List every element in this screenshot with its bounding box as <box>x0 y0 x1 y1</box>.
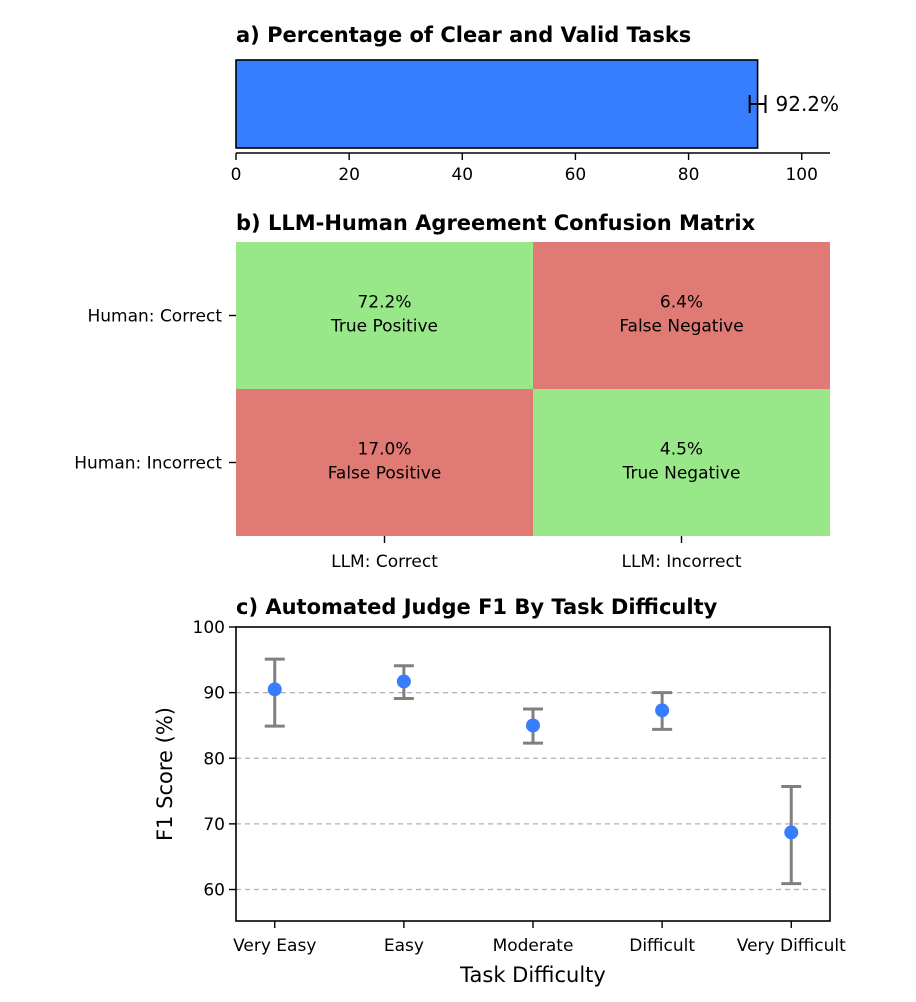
panel-a: a) Percentage of Clear and Valid Tasks 9… <box>231 23 839 185</box>
row-label: Human: Incorrect <box>74 454 222 474</box>
y-tick-label: 70 <box>203 815 225 835</box>
cell-value: 4.5% <box>660 440 703 460</box>
y-tick-label: 60 <box>203 881 225 901</box>
matrix-cell <box>533 389 830 536</box>
y-axis-title: F1 Score (%) <box>153 707 177 841</box>
confusion-matrix-labels: Human: Correct Human: Incorrect LLM: Corre… <box>74 307 742 573</box>
data-point <box>784 825 799 840</box>
x-tick-label: 60 <box>565 165 587 185</box>
x-axis-ticks: Very Easy Easy Moderate Difficult Very Diffi… <box>233 921 846 956</box>
x-tick-label: Very Difficult <box>737 936 846 956</box>
cell-label: True Negative <box>622 464 741 484</box>
cell-value: 17.0% <box>357 440 411 460</box>
panel-a-title: a) Percentage of Clear and Valid Tasks <box>236 23 691 47</box>
col-label: LLM: Incorrect <box>621 552 741 572</box>
x-tick-label: Moderate <box>493 936 574 956</box>
x-tick-label: 40 <box>451 165 473 185</box>
matrix-cell <box>236 242 533 389</box>
x-axis-ticks: 0 20 40 60 80 100 <box>231 153 818 185</box>
x-tick-label: 20 <box>338 165 360 185</box>
panel-c: c) Automated Judge F1 By Task Difficulty… <box>153 595 846 987</box>
y-axis-ticks: 60 70 80 90 100 <box>193 618 236 901</box>
row-label: Human: Correct <box>88 307 223 327</box>
data-point <box>396 674 411 689</box>
y-tick-label: 90 <box>203 684 225 704</box>
bar-value-label: 92.2% <box>776 92 840 116</box>
panel-c-title: c) Automated Judge F1 By Task Difficulty <box>236 595 718 619</box>
data-point <box>655 703 670 718</box>
panel-b: b) LLM-Human Agreement Confusion Matrix … <box>74 211 830 572</box>
x-tick-label: Difficult <box>629 936 695 956</box>
y-tick-label: 80 <box>203 749 225 769</box>
x-tick-label: 80 <box>678 165 700 185</box>
col-label: LLM: Correct <box>331 552 438 572</box>
cell-value: 6.4% <box>660 293 703 313</box>
x-tick-label: Easy <box>384 936 424 956</box>
bar <box>235 59 759 149</box>
x-tick-label: 100 <box>785 165 817 185</box>
data-marks <box>264 657 802 886</box>
data-point <box>526 718 540 733</box>
x-tick-label: 0 <box>231 165 242 185</box>
x-tick-label: Very Easy <box>233 936 316 956</box>
cell-label: False Negative <box>619 317 743 337</box>
bar-error-bar <box>748 95 767 113</box>
matrix-cell <box>236 389 533 536</box>
data-point <box>267 682 282 697</box>
plot-frame <box>235 626 831 922</box>
panel-b-title: b) LLM-Human Agreement Confusion Matrix <box>236 211 756 235</box>
x-axis-title: Task Difficulty <box>459 963 606 987</box>
cell-label: False Positive <box>328 464 442 484</box>
cell-label: True Positive <box>330 317 438 337</box>
confusion-matrix: 72.2% True Positive 6.4% False Negative 17.0… <box>236 242 830 536</box>
y-tick-label: 100 <box>193 618 225 638</box>
grid <box>236 692 830 891</box>
cell-value: 72.2% <box>357 293 411 313</box>
matrix-cell <box>533 242 830 389</box>
